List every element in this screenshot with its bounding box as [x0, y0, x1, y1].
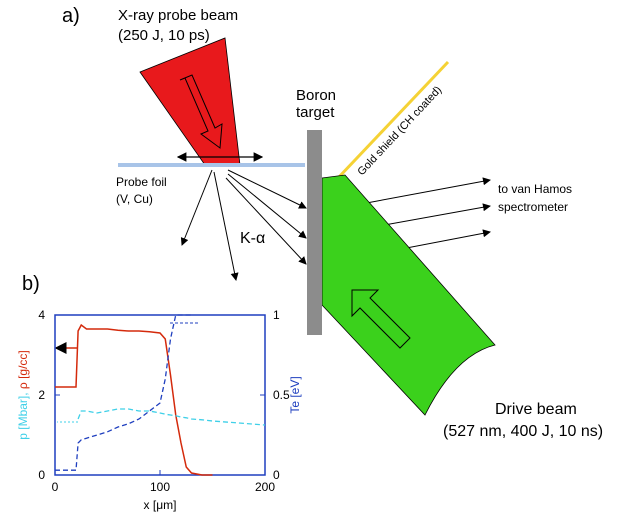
x-tick-label: 0 [52, 480, 59, 494]
y-tick-label: 2 [38, 388, 45, 402]
boron-target [307, 130, 322, 335]
foil-label: (V, Cu) [116, 192, 153, 206]
spectrometer-label: to van Hamos [498, 182, 572, 196]
probe-beam-label: (250 J, 10 ps) [118, 27, 210, 44]
y-axis-label-part: p [Mbar], [16, 392, 30, 439]
figure: a) X-ray probe beam (250 J, 10 ps) Probe… [0, 0, 642, 525]
probe-beam [140, 38, 240, 165]
y-axis-label: p [Mbar], ρ [g/cc] [16, 350, 30, 440]
y-axis-label-part: ρ [g/cc] [16, 350, 30, 392]
k-alpha-label: K-α [240, 230, 265, 247]
drive-beam [322, 175, 495, 415]
y-tick-label: 4 [38, 308, 45, 322]
shield-label: Gold shield (CH coated) [355, 84, 444, 178]
y2-tick-label: 1 [273, 308, 280, 322]
drive-beam-label: (527 nm, 400 J, 10 ns) [443, 423, 603, 440]
y2-tick-label: 0 [273, 468, 280, 482]
series-line [55, 325, 213, 475]
x-tick-label: 200 [255, 480, 275, 494]
gold-shield [338, 62, 448, 178]
x-axis-label: x [μm] [144, 498, 177, 512]
spectrometer-label: spectrometer [498, 200, 568, 214]
panel-label: b) [22, 273, 40, 295]
y-tick-label: 0 [38, 468, 45, 482]
target-label: Boron [296, 87, 336, 104]
target-label: target [296, 104, 335, 121]
series-line [55, 315, 192, 470]
drive-beam-label: Drive beam [495, 401, 577, 418]
plot-frame [55, 315, 265, 475]
probe-beam-label: X-ray probe beam [118, 7, 238, 24]
series-line [78, 409, 265, 425]
foil-label: Probe foil [116, 175, 167, 189]
x-tick-label: 100 [150, 480, 170, 494]
panel-a: a) X-ray probe beam (250 J, 10 ps) Probe… [62, 5, 603, 440]
y2-axis-label: Te [eV] [288, 376, 302, 413]
panel-label: a) [62, 5, 80, 27]
